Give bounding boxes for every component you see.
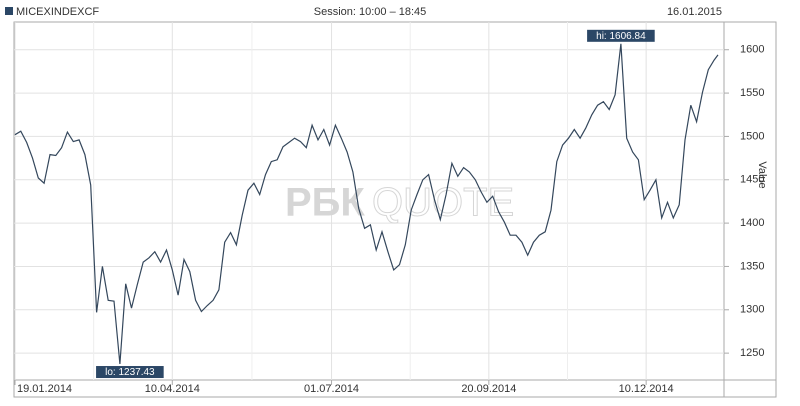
price-line	[14, 43, 719, 365]
legend-swatch	[5, 7, 13, 15]
value-label: hi: 1606.84	[596, 31, 646, 42]
chart-date: 16.01.2015	[667, 6, 722, 18]
value-label-box	[96, 366, 164, 379]
y-tick-label: 1500	[740, 130, 764, 142]
x-tick-label: 10.12.2014	[619, 383, 674, 395]
x-tick-label: 19.01.2014	[17, 383, 72, 395]
y-tick-label: 1450	[740, 174, 764, 186]
x-tick-label: 10.04.2014	[145, 383, 200, 395]
chart-title: MICEXINDEXCF	[16, 6, 99, 18]
x-tick-label: 20.09.2014	[461, 383, 516, 395]
watermark-product: QUOTE	[372, 181, 514, 225]
y-axis-label: Value	[756, 161, 768, 188]
x-tick-label: 01.07.2014	[304, 383, 359, 395]
chart-subtitle: Session: 10:00 – 18:45	[314, 6, 427, 18]
y-tick-label: 1300	[740, 304, 764, 316]
y-tick-label: 1550	[740, 87, 764, 99]
value-label: lo: 1237.43	[105, 367, 155, 378]
y-tick-label: 1400	[740, 217, 764, 229]
value-label-box	[587, 29, 655, 42]
y-tick-label: 1250	[740, 347, 764, 359]
watermark-brand: РБК	[285, 181, 365, 225]
y-tick-label: 1350	[740, 260, 764, 272]
frame	[13, 21, 777, 398]
y-tick-label: 1600	[740, 44, 764, 56]
